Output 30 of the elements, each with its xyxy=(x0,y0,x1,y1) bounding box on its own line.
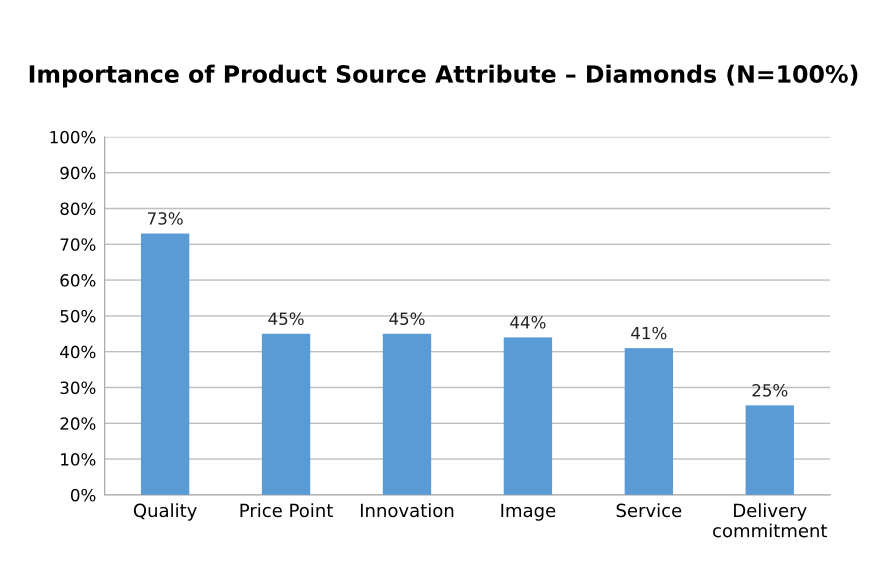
bar xyxy=(504,337,552,495)
y-tick-label: 90% xyxy=(60,166,96,180)
data-label: 45% xyxy=(389,312,425,326)
y-tick-label: 20% xyxy=(60,417,96,430)
bar xyxy=(382,334,432,495)
y-tick-label: 0% xyxy=(70,488,96,502)
data-label: 25% xyxy=(752,384,788,397)
bar xyxy=(140,234,190,495)
data-label: 45% xyxy=(268,312,304,326)
y-tick-label: 70% xyxy=(60,238,96,251)
bar xyxy=(746,405,794,495)
bar xyxy=(624,348,674,495)
y-tick-label: 80% xyxy=(60,202,96,216)
y-tick-label: 40% xyxy=(60,346,96,358)
y-tick-label: 100% xyxy=(50,130,96,144)
y-tick-label: 60% xyxy=(60,274,96,287)
x-tick-label: Delivery commitment xyxy=(713,503,828,538)
x-tick-label: Image xyxy=(501,504,556,521)
chart-title: Importance of Product Source Attribute – Diamonds (N=100%) xyxy=(30,64,858,88)
x-tick-label: Quality xyxy=(134,503,197,521)
y-tick-label: 10% xyxy=(61,453,96,466)
y-tick-label: 30% xyxy=(60,381,96,394)
bar xyxy=(262,334,310,495)
x-tick-label: Innovation xyxy=(360,503,454,518)
data-label: 73% xyxy=(148,212,183,225)
data-label: 44% xyxy=(510,316,546,329)
x-tick-label: Price Point xyxy=(240,503,333,518)
x-tick-label: Service xyxy=(616,503,682,518)
y-tick-label: 50% xyxy=(60,310,96,322)
data-label: 41% xyxy=(631,326,666,340)
